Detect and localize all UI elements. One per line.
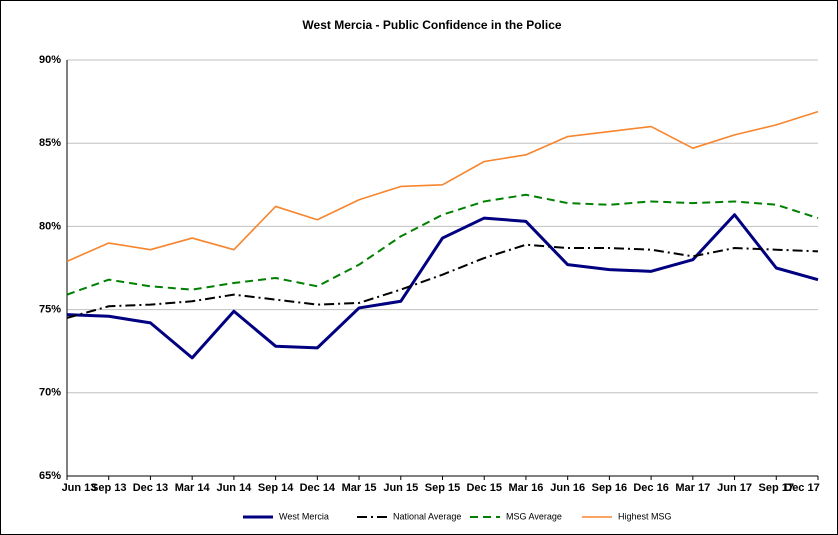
chart-title: West Mercia - Public Confidence in the P… bbox=[302, 18, 561, 32]
x-tick-label: Sep 14 bbox=[258, 482, 294, 494]
x-tick-label: Mar 14 bbox=[175, 482, 211, 494]
series-line bbox=[66, 193, 819, 296]
y-tick-label: 80% bbox=[39, 220, 61, 232]
y-tick-label: 90% bbox=[39, 54, 61, 66]
x-tick-label: Jun 13 bbox=[62, 482, 97, 494]
y-tick-label: 70% bbox=[39, 387, 61, 399]
x-tick-label: Sep 13 bbox=[91, 482, 126, 494]
x-tick-label: Dec 13 bbox=[133, 482, 168, 494]
series-line bbox=[66, 110, 819, 263]
legend-label: National Average bbox=[393, 511, 461, 521]
x-tick-label: Dec 15 bbox=[466, 482, 501, 494]
x-tick-label: Mar 15 bbox=[342, 482, 377, 494]
y-tick-label: 65% bbox=[39, 470, 61, 482]
legend-label: Highest MSG bbox=[618, 511, 672, 521]
x-tick-label: Jun 16 bbox=[550, 482, 585, 494]
y-tick-label: 85% bbox=[39, 137, 61, 149]
legend-label: MSG Average bbox=[506, 511, 562, 521]
x-tick-label: Sep 17 bbox=[759, 482, 794, 494]
series-line bbox=[66, 213, 819, 360]
x-tick-label: Dec 14 bbox=[300, 482, 336, 494]
x-tick-label: Dec 17 bbox=[784, 482, 819, 494]
x-tick-label: Mar 16 bbox=[509, 482, 544, 494]
x-tick-label: Sep 15 bbox=[425, 482, 460, 494]
x-tick-label: Sep 16 bbox=[592, 482, 627, 494]
x-tick-label: Jun 17 bbox=[717, 482, 752, 494]
series-line bbox=[66, 243, 819, 319]
legend-label: West Mercia bbox=[279, 511, 329, 521]
y-tick-label: 75% bbox=[39, 304, 61, 316]
x-tick-label: Mar 17 bbox=[675, 482, 710, 494]
x-tick-label: Jun 15 bbox=[383, 482, 418, 494]
x-tick-label: Jun 14 bbox=[216, 482, 252, 494]
x-tick-label: Dec 16 bbox=[633, 482, 668, 494]
